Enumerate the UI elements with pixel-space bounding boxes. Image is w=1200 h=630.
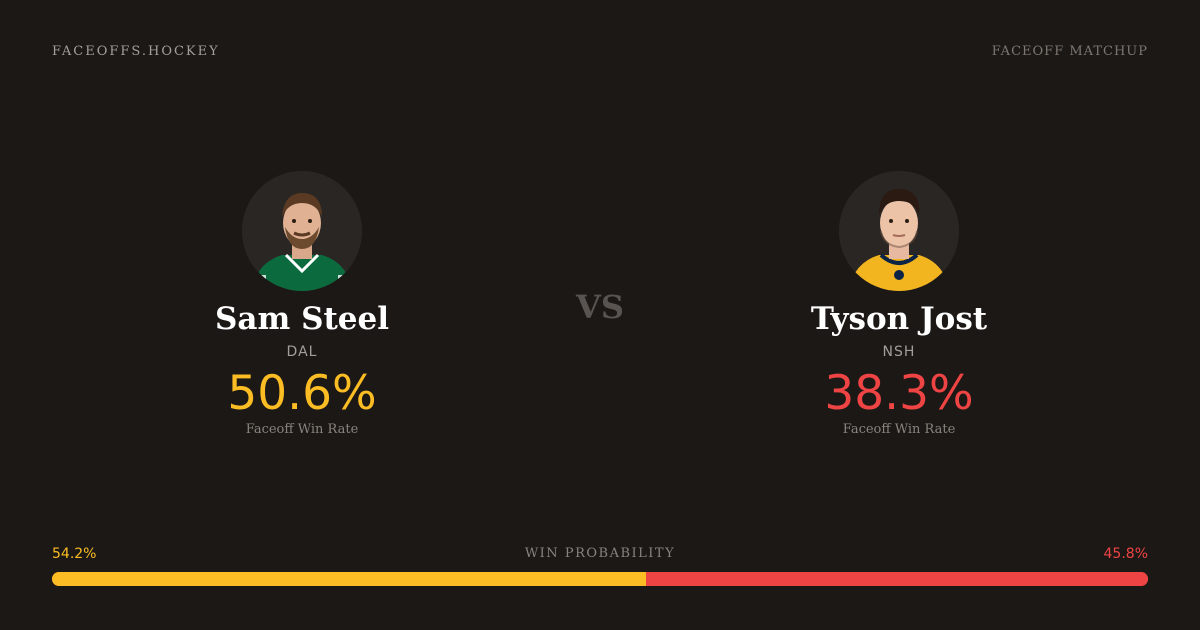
win-probability-bar: [52, 572, 1148, 586]
win-probability-label: WIN PROBABILITY: [524, 546, 676, 561]
player-card-right: Tyson Jost NSH 38.3% Faceoff Win Rate: [719, 171, 1079, 437]
player-avatar-right: [839, 171, 959, 291]
win-probability-right: 45.8%: [1103, 546, 1148, 562]
player-name-right: Tyson Jost: [810, 301, 988, 337]
player-team-left: DAL: [286, 344, 318, 361]
player-name-left: Sam Steel: [215, 301, 389, 337]
player-card-left: Sam Steel DAL 50.6% Faceoff Win Rate: [122, 171, 482, 437]
site-brand[interactable]: FACEOFFS.HOCKEY: [52, 44, 220, 59]
player-avatar-left: [242, 171, 362, 291]
player-winrate-right: 38.3%: [824, 366, 974, 422]
win-probability-bar-left: [52, 572, 647, 586]
player-team-right: NSH: [882, 344, 916, 361]
player-headshot-icon: [839, 171, 959, 291]
win-probability-bar-right: [646, 572, 1148, 586]
versus-label: VS: [576, 288, 624, 326]
page-tag: FACEOFF MATCHUP: [991, 44, 1148, 59]
player-winrate-label-right: Faceoff Win Rate: [842, 421, 956, 437]
player-winrate-left: 50.6%: [227, 366, 377, 422]
player-winrate-label-left: Faceoff Win Rate: [245, 421, 359, 437]
player-headshot-icon: [242, 171, 362, 291]
win-probability-left: 54.2%: [52, 546, 97, 562]
